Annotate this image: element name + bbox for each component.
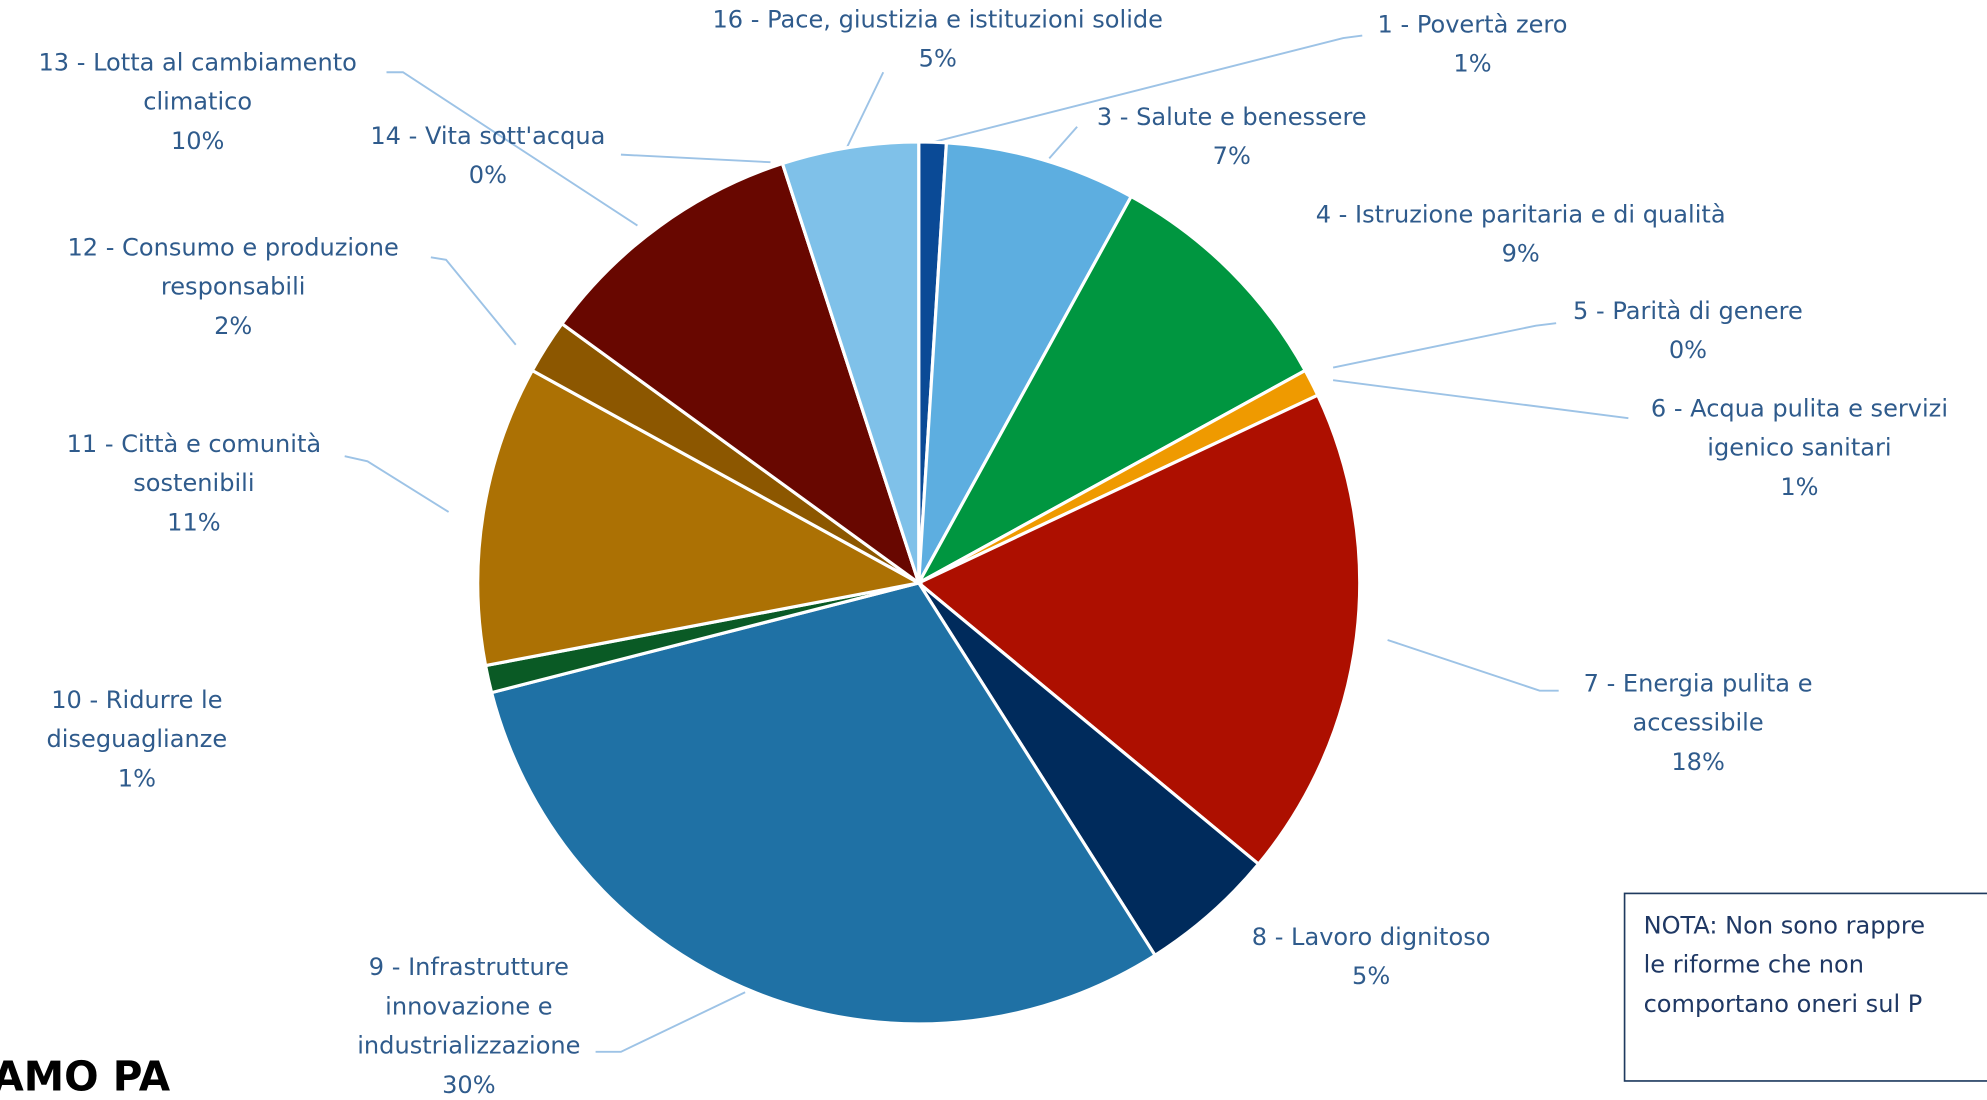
leader-line [1048,126,1078,160]
pie-slice [489,581,1158,1026]
slice-label: 13 - Lotta al cambiamento climatico [38,48,356,115]
slice-value-label: 7% [1213,142,1251,170]
slice-value-label: 11% [167,508,220,536]
slice-value-label: 10% [171,127,224,155]
slice-value-label: 9% [1502,240,1540,268]
slice-value-label: 0% [1669,336,1707,364]
pie-slice [914,194,1308,587]
slice-value-label: 0% [469,161,507,189]
slice-label: 14 - Vita sott'acqua [370,122,605,150]
note-line: NOTA: Non sono rappre [1644,911,1925,939]
leader-line [1332,379,1629,420]
logo: AMO PA [0,1053,171,1100]
slice-value-label: 1% [1780,473,1818,501]
slice-label: 3 - Salute e benessere [1097,103,1367,131]
note-line: le riforme che non [1644,951,1864,979]
pie-slice [915,393,1362,867]
pie-slice [780,140,921,584]
slice-value-label: 5% [1352,962,1390,990]
slice-label: 4 - Istruzione paritaria e di qualità [1316,200,1726,228]
leader-line [595,991,746,1053]
slice-label: 12 - Consumo e produzione responsabili [67,233,398,300]
slice-label: 5 - Parità di genere [1573,297,1803,325]
pie-slice [559,161,922,588]
slice-label: 11 - Città e comunità sostenibili [67,430,322,497]
note-line: comportano oneri sul P [1644,990,1923,1018]
slice-value-label: 1% [1453,50,1491,78]
slice-label: 9 - Infrastrutture innovazione e industria… [357,953,580,1060]
slice-label: 1 - Povertà zero [1378,10,1568,38]
slice-value-label: 2% [214,312,252,340]
leader-line [430,256,517,346]
slice-label: 7 - Energia pulita e accessibile [1584,669,1813,736]
leader-line [344,455,450,513]
leader-line [1387,639,1559,692]
slice-label: 6 - Acqua pulita e servizi igenico sanita… [1651,394,1948,461]
leader-line [845,71,885,149]
slice-value-label: 30% [442,1071,495,1099]
note-box [1623,892,1987,1082]
pie-slice [917,141,1134,584]
leader-line [933,34,1363,143]
pie-slice [476,368,924,668]
leader-line [1332,322,1557,369]
slice-label: 8 - Lavoro dignitoso [1252,923,1491,951]
leader-line [620,153,771,164]
slice-value-label: 5% [919,45,957,73]
slice-value-label: 18% [1671,748,1724,776]
leader-line [386,71,638,227]
slice-value-label: 1% [118,764,156,792]
slice-label: 10 - Ridurre le diseguaglianze [47,686,228,753]
slice-label: 16 - Pace, giustizia e istituzioni solid… [712,5,1163,33]
